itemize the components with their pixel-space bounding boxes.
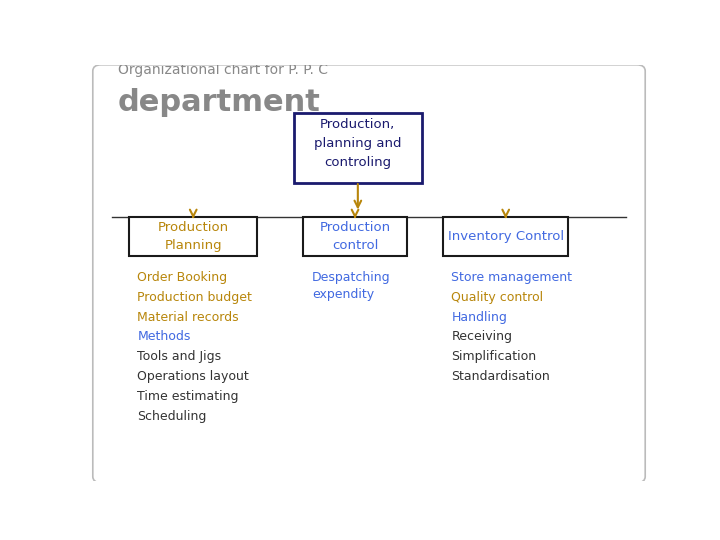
Text: Production,
planning and
controling: Production, planning and controling xyxy=(314,118,402,170)
FancyBboxPatch shape xyxy=(294,113,422,183)
Text: Standardisation: Standardisation xyxy=(451,370,550,383)
FancyBboxPatch shape xyxy=(443,217,569,256)
Text: Inventory Control: Inventory Control xyxy=(448,230,564,243)
FancyBboxPatch shape xyxy=(93,65,645,483)
Text: Handling: Handling xyxy=(451,310,507,323)
Text: Production
control: Production control xyxy=(320,221,391,252)
FancyBboxPatch shape xyxy=(129,217,258,256)
Text: Operations layout: Operations layout xyxy=(138,370,249,383)
Text: Production budget: Production budget xyxy=(138,291,252,303)
Text: Tools and Jigs: Tools and Jigs xyxy=(138,350,222,363)
Text: Despatching
expendity: Despatching expendity xyxy=(312,271,390,301)
Text: department: department xyxy=(118,87,321,117)
Text: Organizational chart for P. P. C: Organizational chart for P. P. C xyxy=(118,63,328,77)
Text: Production
Planning: Production Planning xyxy=(158,221,229,252)
Text: Simplification: Simplification xyxy=(451,350,536,363)
Text: Methods: Methods xyxy=(138,330,191,343)
Text: Quality control: Quality control xyxy=(451,291,544,303)
Text: Store management: Store management xyxy=(451,271,572,284)
FancyBboxPatch shape xyxy=(303,217,407,256)
Text: Material records: Material records xyxy=(138,310,239,323)
Text: Receiving: Receiving xyxy=(451,330,513,343)
Text: Scheduling: Scheduling xyxy=(138,410,207,423)
Text: Order Booking: Order Booking xyxy=(138,271,228,284)
Text: Time estimating: Time estimating xyxy=(138,390,239,403)
